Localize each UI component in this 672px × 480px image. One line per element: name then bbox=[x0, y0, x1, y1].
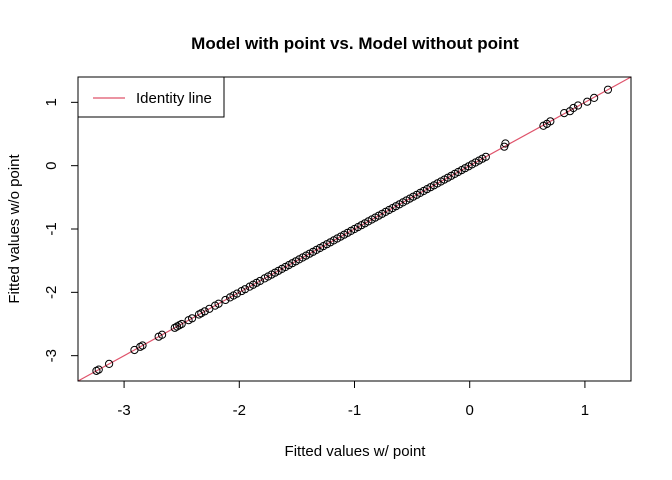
x-tick-label: 0 bbox=[466, 402, 474, 419]
data-point bbox=[172, 322, 182, 331]
data-point bbox=[177, 319, 186, 329]
data-point bbox=[590, 93, 599, 103]
x-axis-label: Fitted values w/ point bbox=[285, 443, 427, 460]
data-point bbox=[200, 307, 209, 316]
data-point bbox=[546, 117, 555, 126]
y-tick-label: -2 bbox=[43, 286, 60, 299]
x-tick-label: 1 bbox=[581, 402, 589, 419]
data-point bbox=[187, 314, 197, 323]
data-point bbox=[221, 295, 230, 305]
data-point bbox=[573, 101, 583, 110]
chart-title: Model with point vs. Model without point bbox=[191, 34, 519, 53]
data-point bbox=[569, 103, 578, 113]
x-tick-label: -3 bbox=[117, 402, 130, 419]
data-point bbox=[138, 341, 147, 350]
data-point bbox=[105, 359, 114, 368]
data-point bbox=[603, 85, 613, 94]
y-tick-label: -3 bbox=[43, 349, 60, 362]
y-tick-label: 1 bbox=[43, 98, 60, 106]
data-point bbox=[481, 152, 490, 161]
data-point bbox=[158, 330, 167, 339]
data-point bbox=[94, 365, 103, 374]
legend-box bbox=[77, 76, 225, 118]
y-axis-label: Fitted values w/o point bbox=[6, 154, 23, 304]
data-point bbox=[214, 299, 223, 308]
data-point bbox=[232, 289, 242, 298]
y-axis: -3 -2 -1 0 1 bbox=[43, 98, 78, 362]
data-point bbox=[175, 321, 184, 330]
y-tick-label: -1 bbox=[43, 222, 60, 235]
data-point bbox=[255, 276, 265, 286]
points-layer bbox=[92, 85, 613, 375]
x-tick-label: -2 bbox=[233, 402, 246, 419]
x-axis: -3 -2 -1 0 1 bbox=[117, 381, 589, 419]
legend-label: Identity line bbox=[136, 90, 212, 107]
data-point bbox=[583, 97, 592, 106]
data-point bbox=[560, 109, 569, 118]
legend: Identity line bbox=[77, 76, 225, 118]
data-point bbox=[136, 342, 145, 351]
y-tick-label: 0 bbox=[43, 161, 60, 169]
data-point bbox=[240, 285, 250, 294]
data-point bbox=[92, 366, 101, 375]
x-tick-label: -1 bbox=[348, 402, 361, 419]
data-point bbox=[170, 323, 179, 332]
data-point bbox=[501, 139, 510, 148]
